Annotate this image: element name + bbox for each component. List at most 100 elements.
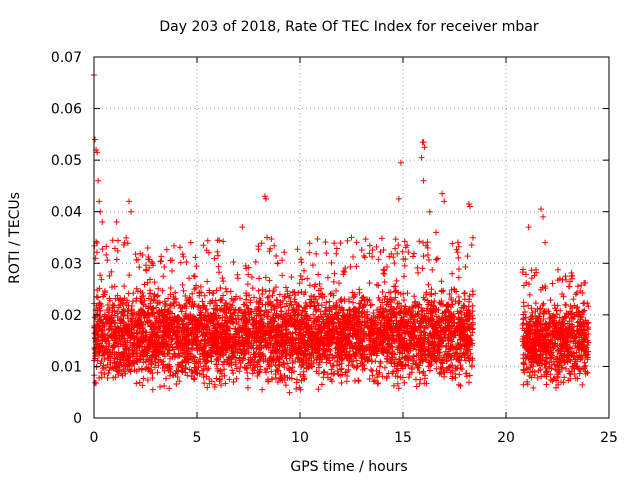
data-point [124,312,131,319]
data-point [251,354,258,361]
data-point [291,323,298,330]
data-point [335,337,342,344]
data-point [396,349,403,356]
data-point [212,316,219,323]
data-point [338,356,345,363]
data-point [455,254,462,261]
data-point [151,355,158,362]
data-point [321,348,328,355]
data-point [280,359,287,366]
data-point [562,273,569,280]
data-point [266,355,273,362]
data-point [394,300,401,307]
data-point [358,323,365,330]
data-point [404,290,411,297]
data-point [390,382,397,389]
data-point [448,330,455,337]
data-point [339,306,346,313]
data-point [176,378,183,385]
data-point [175,368,182,375]
data-point [242,309,249,316]
data-point [210,322,217,329]
data-point [308,342,315,349]
data-point [392,236,399,243]
data-point [428,286,435,293]
data-point [281,376,288,383]
data-point [274,260,281,267]
data-point [326,351,333,358]
data-point [361,351,368,358]
data-point [266,287,273,294]
data-point [120,366,127,373]
data-point [200,302,207,309]
data-point [435,318,442,325]
data-point [460,305,467,312]
data-point [91,324,98,331]
data-point [404,325,411,332]
data-point [149,260,156,267]
data-point [347,354,354,361]
data-point [283,321,290,328]
data-point [350,363,357,370]
data-point [122,324,129,331]
data-point [256,275,263,282]
data-point [254,306,261,313]
data-point [144,312,151,319]
data-point [123,302,130,309]
data-point [282,352,289,359]
data-point [222,300,229,307]
data-point [402,309,409,316]
data-point [138,365,145,372]
data-point [415,311,422,318]
data-point [391,337,398,344]
data-point [283,350,290,357]
data-point [386,307,393,314]
data-point [455,332,462,339]
data-point [359,342,366,349]
data-point [143,356,150,363]
data-point [349,327,356,334]
data-point [259,324,266,331]
data-point [466,325,473,332]
data-point [158,339,165,346]
data-point [297,345,304,352]
data-point [431,345,438,352]
data-point [174,361,181,368]
data-point [180,287,187,294]
data-point [465,355,472,362]
data-point [200,242,207,249]
data-point [134,340,141,347]
data-point [268,349,275,356]
data-point [467,350,474,357]
data-point [391,363,398,370]
data-point [272,374,279,381]
data-point [196,292,203,299]
data-point [154,369,161,376]
data-point [195,328,202,335]
data-point [346,357,353,364]
data-point [180,335,187,342]
data-point [448,322,455,329]
data-point [293,379,300,386]
data-point [204,384,211,391]
data-point [182,365,189,372]
data-point [414,327,421,334]
data-point [438,278,445,285]
data-point [379,289,386,296]
data-point [147,276,154,283]
data-point [245,264,252,271]
data-point [327,360,334,367]
data-point [446,291,453,298]
data-point [353,345,360,352]
data-point [361,254,368,261]
data-point [447,304,454,311]
data-point [198,317,205,324]
data-point [179,318,186,325]
data-point [393,305,400,312]
data-point [296,280,303,287]
data-point [380,246,387,253]
data-point [273,296,280,303]
data-point [177,259,184,266]
data-point [299,316,306,323]
data-point [204,321,211,328]
